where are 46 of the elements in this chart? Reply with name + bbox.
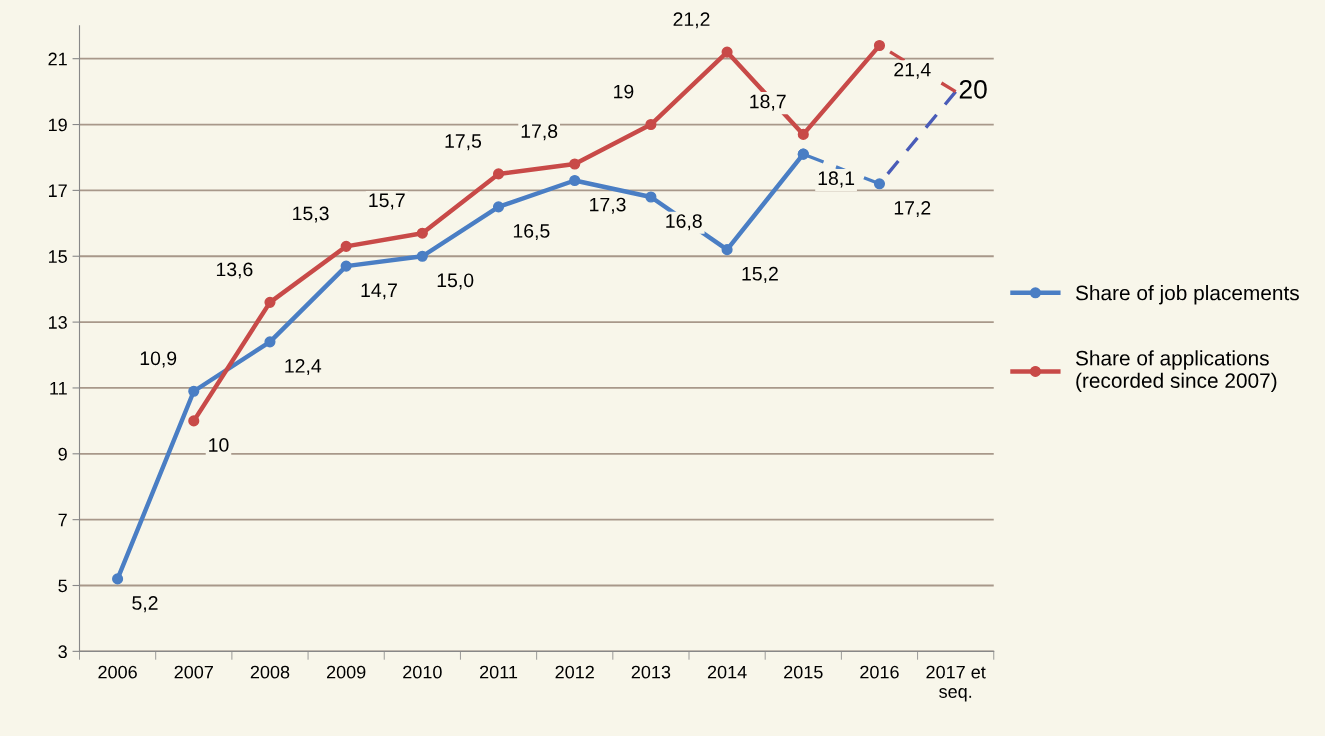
data-label: 16,5 — [513, 224, 550, 241]
x-tick-label: 2017 et seq. — [926, 665, 986, 702]
data-label: 16,8 — [666, 214, 702, 231]
y-tick-label: 3 — [58, 645, 67, 659]
data-label: 18,7 — [750, 94, 786, 111]
y-tick-label: 11 — [50, 382, 67, 395]
data-label: 13,6 — [216, 262, 253, 279]
y-tick-label: 21 — [48, 52, 67, 66]
data-label: 18,1 — [818, 171, 855, 188]
y-tick-label: 19 — [48, 118, 67, 132]
data-label: 21,4 — [894, 62, 931, 79]
data-label: 12,4 — [285, 359, 322, 376]
data-label: 17,5 — [445, 134, 482, 151]
data-label: 19 — [614, 84, 634, 99]
x-tick-label: 2016 — [860, 665, 899, 679]
data-label: 21,2 — [673, 12, 710, 29]
x-tick-label: 2015 — [784, 665, 823, 679]
y-tick-label: 9 — [58, 447, 67, 461]
x-tick-label: 2013 — [631, 665, 671, 679]
y-tick-label: 7 — [58, 513, 67, 527]
x-tick-label: 2012 — [555, 665, 594, 679]
y-tick-label: 15 — [48, 250, 67, 263]
y-tick-label: 13 — [48, 316, 67, 329]
data-label: 10,9 — [140, 351, 177, 368]
legend-label: Share of job placements — [1075, 285, 1299, 305]
y-tick-label: 17 — [48, 184, 67, 197]
y-tick-label: 5 — [58, 579, 67, 593]
data-label: 15,0 — [437, 273, 474, 290]
legend-label: Share of applications (recorded since 2007) — [1075, 350, 1277, 393]
x-tick-label: 2007 — [174, 665, 213, 679]
x-tick-label: 2008 — [250, 665, 290, 679]
x-tick-label: 2011 — [480, 665, 518, 679]
data-label: 14,7 — [361, 283, 397, 300]
data-label: 17,2 — [894, 200, 931, 218]
data-label: 15,7 — [369, 193, 405, 210]
x-tick-label: 2014 — [707, 665, 747, 679]
x-tick-label: 2009 — [326, 665, 366, 679]
data-label: 17,3 — [590, 197, 626, 214]
x-tick-label: 2006 — [98, 665, 137, 679]
data-label: 15,2 — [742, 266, 778, 283]
data-label: 15,3 — [293, 206, 329, 223]
data-label: 17,8 — [521, 124, 558, 141]
data-label: 5,2 — [132, 596, 158, 613]
data-label: 10 — [209, 438, 229, 452]
data-label: 20 — [959, 80, 987, 99]
x-tick-label: 2010 — [403, 665, 442, 679]
